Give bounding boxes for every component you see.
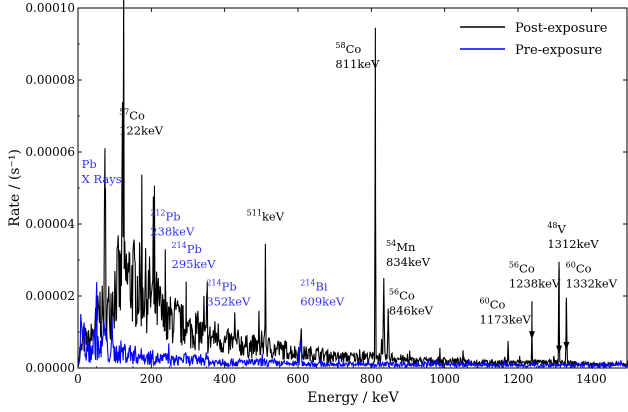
peak-label: 609keV [300,295,345,309]
tick-group: 0 200 400 600 800 1000 1200 1400 0.00000 0.00002 0… [7,1,627,406]
peak-label: 295keV [172,257,217,271]
x-tick-label: 600 [287,372,310,386]
series-line-pre-exposure [77,282,628,370]
peak-label: 352keV [206,295,251,309]
x-tick-label: 0 [74,372,82,386]
peak-arrow-head [556,345,563,354]
legend-label: Pre-exposure [515,43,602,58]
isotope-mass-number: 212 [150,208,165,217]
isotope-mass-number: 60 [480,297,490,306]
isotope-mass-number: 56 [389,288,399,297]
isotope-symbol: Co [576,262,592,276]
peak-label: 834keV [386,255,431,269]
y-tick-label: 0.00004 [25,217,75,231]
isotope-symbol: Co [399,289,415,303]
isotope-symbol: V [557,222,567,236]
isotope-mass-number: 48 [547,221,557,230]
peak-label: 1312keV [547,237,599,251]
y-tick-label: 0.00002 [25,289,75,303]
peak-label: X Rays [82,172,122,186]
peak-label: 214Pb [172,241,202,256]
peak-label: 56Co [389,288,415,303]
peak-label: 60Co [566,261,592,276]
x-tick-label: 200 [140,372,163,386]
peak-label: 122keV [119,124,164,138]
annotation-group: PbX Rays57Co122keV212Pb238keV214Pb295keV… [82,41,618,354]
peak-label: 846keV [389,304,434,318]
x-axis-label: Energy / keV [307,390,399,406]
legend: Post-exposure Pre-exposure [460,21,608,58]
y-tick-label: 0.00000 [25,361,75,375]
legend-label: Post-exposure [515,21,608,36]
peak-label: 212Pb [150,208,180,223]
y-tick-label: 0.00010 [25,1,75,15]
isotope-mass-number: 60 [566,261,576,270]
isotope-symbol: Pb [222,280,237,294]
y-axis-label: Rate / (s⁻¹) [7,149,23,227]
peak-label: 54Mn [386,239,416,254]
isotope-mass-number: 57 [119,108,129,117]
peak-label: 238keV [150,224,195,238]
isotope-symbol: Pb [187,242,202,256]
isotope-symbol: Pb [166,209,181,223]
isotope-mass-number: 58 [335,41,345,50]
series-group [77,0,628,370]
series-line-post-exposure [77,0,628,369]
peak-label: 60Co [480,297,506,312]
isotope-symbol: Mn [396,240,416,254]
isotope-mass-number: 214 [206,279,221,288]
isotope-symbol: keV [262,209,285,223]
y-tick-label: 0.00006 [25,145,75,159]
peak-label: 811keV [335,57,380,71]
peak-label: Pb [82,157,97,171]
peak-label: 214Pb [206,279,236,294]
isotope-mass-number: 214 [172,241,187,250]
isotope-symbol: Co [519,262,535,276]
peak-label: 58Co [335,41,361,56]
isotope-symbol: Co [490,298,506,312]
y-tick-label: 0.00008 [25,73,75,87]
x-tick-label: 1400 [576,372,607,386]
isotope-mass-number: 214 [300,279,315,288]
x-tick-label: 1200 [503,372,534,386]
isotope-mass-number: 511 [247,208,262,217]
x-tick-label: 400 [213,372,236,386]
isotope-symbol: Co [346,42,362,56]
isotope-symbol: Co [129,109,145,123]
peak-label: 1173keV [480,313,532,327]
peak-arrow-head [528,331,535,340]
isotope-symbol: Bi [315,280,327,294]
peak-arrow-head [563,342,570,350]
peak-label: 57Co [119,108,145,123]
peak-label: 1332keV [566,277,618,291]
peak-label: 511keV [247,208,285,223]
x-tick-label: 800 [360,372,383,386]
x-tick-label: 1000 [429,372,460,386]
peak-label: 48V [547,221,566,236]
peak-label: 214Bi [300,279,328,294]
isotope-mass-number: 54 [386,239,396,248]
peak-label: 56Co [509,261,535,276]
peak-label: 1238keV [509,277,561,291]
isotope-mass-number: 56 [509,261,519,270]
